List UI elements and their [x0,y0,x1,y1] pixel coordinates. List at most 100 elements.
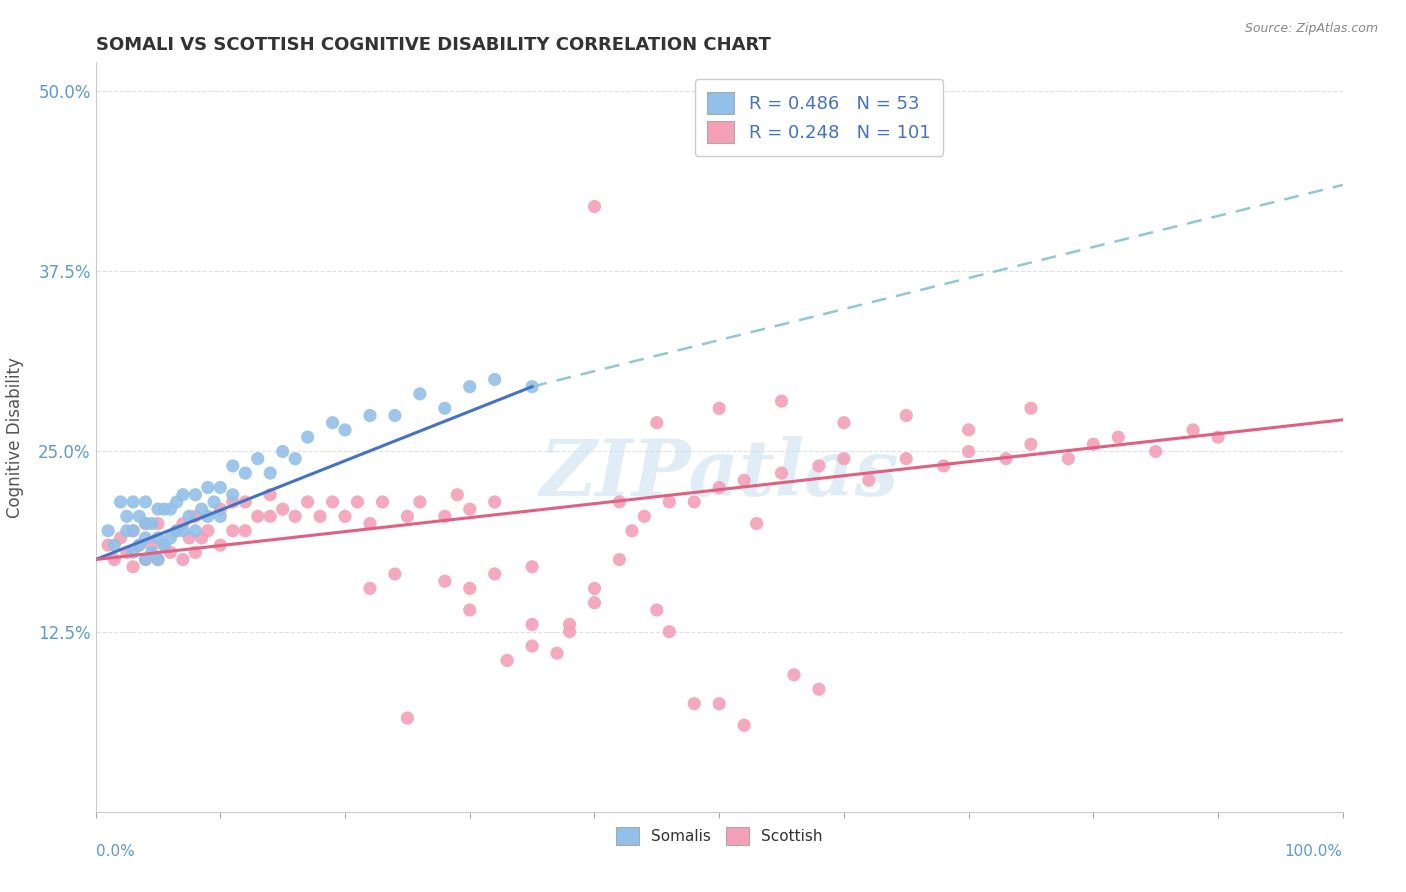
Point [520,639,543,653]
Point [233,495,256,509]
Point [359,582,381,596]
Point [166,524,188,538]
Point [246,509,269,524]
Point [134,495,156,509]
Point [172,488,194,502]
Point [1019,437,1042,451]
Text: Source: ZipAtlas.com: Source: ZipAtlas.com [1244,22,1378,36]
Point [122,524,145,538]
Point [197,481,219,495]
Point [153,538,176,552]
Point [620,524,643,538]
Point [209,538,232,552]
Point [153,538,176,552]
Legend: Somalis, Scottish: Somalis, Scottish [607,819,831,853]
Point [832,416,855,430]
Point [633,509,655,524]
Point [159,502,181,516]
Point [609,495,631,509]
Point [1019,401,1042,416]
Point [122,545,145,559]
Point [446,488,468,502]
Point [271,444,294,458]
Point [333,423,356,437]
Point [346,495,368,509]
Point [259,488,281,502]
Point [233,524,256,538]
Point [496,653,519,667]
Point [683,495,706,509]
Point [184,509,207,524]
Point [359,409,381,423]
Point [583,200,606,214]
Point [259,509,281,524]
Point [745,516,768,531]
Point [733,473,755,487]
Point [558,617,581,632]
Point [134,516,156,531]
Point [709,481,731,495]
Point [141,545,163,559]
Point [484,495,506,509]
Point [209,481,232,495]
Point [807,458,830,473]
Point [409,495,432,509]
Point [396,509,419,524]
Point [832,451,855,466]
Point [128,509,150,524]
Point [271,502,294,516]
Point [1107,430,1129,444]
Point [709,401,731,416]
Point [146,552,169,566]
Point [645,416,668,430]
Point [141,538,163,552]
Point [179,509,201,524]
Point [558,624,581,639]
Point [122,495,145,509]
Point [110,531,132,545]
Point [184,524,207,538]
Point [209,509,232,524]
Text: SOMALI VS SCOTTISH COGNITIVE DISABILITY CORRELATION CHART: SOMALI VS SCOTTISH COGNITIVE DISABILITY … [96,36,770,54]
Point [141,516,163,531]
Point [184,488,207,502]
Point [409,387,432,401]
Point [172,524,194,538]
Point [110,495,132,509]
Point [932,458,955,473]
Point [146,531,169,545]
Point [384,409,406,423]
Point [896,409,918,423]
Point [284,509,307,524]
Point [957,444,980,458]
Point [172,516,194,531]
Point [222,458,245,473]
Point [134,531,156,545]
Point [103,538,125,552]
Point [583,596,606,610]
Point [233,466,256,480]
Point [222,524,245,538]
Point [458,603,481,617]
Point [583,582,606,596]
Point [146,552,169,566]
Point [322,495,344,509]
Point [683,697,706,711]
Point [520,379,543,393]
Point [322,416,344,430]
Point [97,524,120,538]
Point [433,509,456,524]
Point [396,711,419,725]
Point [458,379,481,393]
Point [384,566,406,581]
Point [128,538,150,552]
Point [222,488,245,502]
Point [297,495,319,509]
Point [190,531,212,545]
Point [333,509,356,524]
Point [770,466,793,480]
Point [957,423,980,437]
Point [259,466,281,480]
Point [995,451,1018,466]
Point [484,566,506,581]
